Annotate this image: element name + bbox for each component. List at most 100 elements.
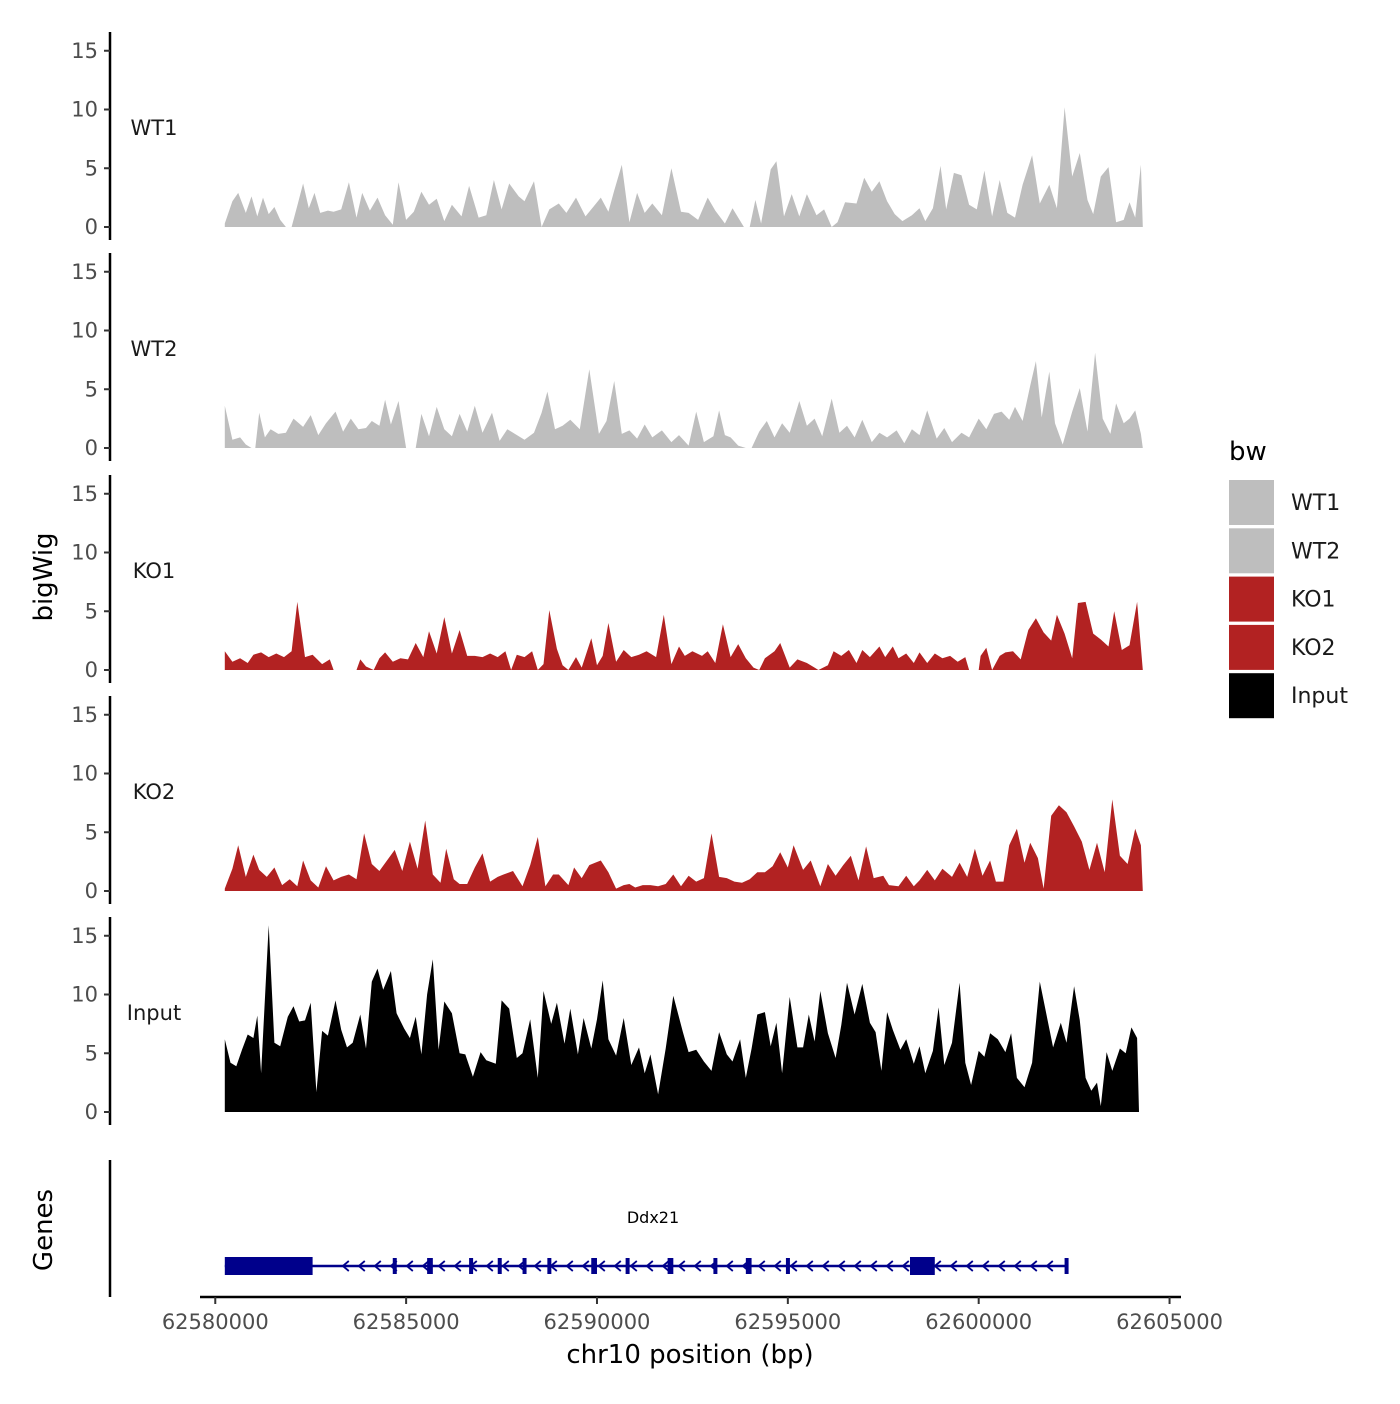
y-tick-label: 10 xyxy=(71,983,98,1007)
y-tick-label: 10 xyxy=(71,762,98,786)
y-tick-label: 0 xyxy=(85,1100,98,1124)
legend-swatch xyxy=(1229,624,1274,670)
gene-exon xyxy=(1064,1258,1069,1274)
y-tick-label: 15 xyxy=(71,260,98,284)
strand-arrow xyxy=(597,1260,606,1272)
track-label: KO1 xyxy=(133,559,176,583)
gene-exon xyxy=(522,1258,527,1274)
y-tick-label: 0 xyxy=(85,436,98,460)
strand-arrow xyxy=(485,1260,494,1272)
signal-area-wt2 xyxy=(224,352,1143,448)
track-ko1: 0 5 10 15 KO1 xyxy=(71,475,1143,683)
signal-area-ko1 xyxy=(224,601,1143,670)
strand-arrow xyxy=(1013,1260,1022,1272)
gene-exon xyxy=(745,1258,752,1274)
x-axis-title: chr10 position (bp) xyxy=(566,1340,813,1370)
y-tick-label: 5 xyxy=(85,377,98,401)
signal-area-ko2 xyxy=(224,799,1143,891)
track-label: WT2 xyxy=(131,337,178,361)
gene-exon xyxy=(547,1258,552,1274)
strand-arrow xyxy=(581,1260,590,1272)
y-tick-label: 5 xyxy=(85,156,98,180)
y-tick-label: 15 xyxy=(71,482,98,506)
strand-arrow xyxy=(757,1260,766,1272)
y-tick-label: 10 xyxy=(71,319,98,343)
strand-arrow xyxy=(661,1260,670,1272)
legend-label: KO1 xyxy=(1291,588,1336,613)
gene-exon xyxy=(785,1258,790,1274)
gene-track: Ddx21 xyxy=(108,1160,1069,1297)
legend-label: KO2 xyxy=(1291,636,1336,661)
gene-exon xyxy=(427,1258,433,1274)
y-tick-label: 10 xyxy=(71,541,98,565)
strand-arrow xyxy=(421,1260,430,1272)
gene-label: Ddx21 xyxy=(627,1208,679,1227)
y-tick-label: 0 xyxy=(85,879,98,903)
strand-arrow xyxy=(565,1260,574,1272)
y-tick-label: 5 xyxy=(85,1041,98,1065)
legend-item-input: Input xyxy=(1229,673,1348,719)
strand-arrow xyxy=(725,1260,734,1272)
y-axis-title: bigWig xyxy=(29,532,59,621)
strand-arrow xyxy=(805,1260,814,1272)
legend-swatch xyxy=(1229,673,1274,719)
strand-arrow xyxy=(949,1260,958,1272)
legend: bw WT1 WT2 KO1 KO2 Input xyxy=(1229,437,1348,719)
strand-arrow xyxy=(645,1260,654,1272)
x-tick-label: 62595000 xyxy=(734,1310,841,1334)
gene-exon xyxy=(625,1258,630,1274)
y-tick-label: 5 xyxy=(85,599,98,623)
track-input: 0 5 10 15 Input xyxy=(71,917,1140,1125)
legend-swatch xyxy=(1229,528,1274,574)
legend-item-wt1: WT1 xyxy=(1229,480,1340,525)
y-tick-label: 0 xyxy=(85,215,98,239)
legend-item-wt2: WT2 xyxy=(1229,528,1340,574)
y-tick-label: 15 xyxy=(71,39,98,63)
x-tick-label: 62590000 xyxy=(544,1310,651,1334)
strand-arrow xyxy=(405,1260,414,1272)
track-wt2: 0 5 10 15 WT2 xyxy=(71,253,1143,461)
gene-exon xyxy=(469,1258,474,1274)
legend-label: WT1 xyxy=(1291,491,1340,516)
gene-exon xyxy=(909,1257,935,1275)
strand-arrow xyxy=(885,1260,894,1272)
x-tick-label: 62600000 xyxy=(925,1310,1032,1334)
track-ko2: 0 5 10 15 KO2 xyxy=(71,696,1143,904)
track-wt1: 0 5 10 15 WT1 xyxy=(71,32,1143,240)
x-tick-label: 62605000 xyxy=(1116,1310,1223,1334)
track-label: WT1 xyxy=(131,116,178,140)
signal-tracks: 0 5 10 15 WT1 0 5 10 15 WT2 0 5 10 15 KO1 0 5 10 15 KO2 0 5 10… xyxy=(71,32,1143,1125)
strand-arrow xyxy=(965,1260,974,1272)
strand-arrow xyxy=(853,1260,862,1272)
strand-arrow xyxy=(821,1260,830,1272)
strand-arrow xyxy=(933,1260,942,1272)
gene-exon xyxy=(392,1258,397,1274)
gene-exon xyxy=(713,1258,718,1274)
strand-arrow xyxy=(981,1260,990,1272)
legend-swatch xyxy=(1229,576,1274,622)
signal-area-input xyxy=(224,925,1140,1112)
gene-exon xyxy=(667,1258,674,1274)
strand-arrow xyxy=(869,1260,878,1272)
strand-arrow xyxy=(501,1260,510,1272)
strand-arrow xyxy=(533,1260,542,1272)
y-tick-label: 5 xyxy=(85,820,98,844)
legend-swatch xyxy=(1229,480,1274,525)
gene-exon xyxy=(224,1257,313,1275)
y-tick-label: 15 xyxy=(71,703,98,727)
signal-area-wt1 xyxy=(224,107,1143,227)
strand-arrow xyxy=(437,1260,446,1272)
gene-exon xyxy=(497,1258,502,1274)
legend-label: WT2 xyxy=(1291,539,1340,564)
strand-arrow xyxy=(837,1260,846,1272)
track-label: KO2 xyxy=(133,780,176,804)
strand-arrow xyxy=(789,1260,798,1272)
strand-arrow xyxy=(1045,1260,1054,1272)
strand-arrow xyxy=(997,1260,1006,1272)
strand-arrow xyxy=(1029,1260,1038,1272)
gene-exon xyxy=(591,1258,597,1274)
x-tick-label: 62585000 xyxy=(353,1310,460,1334)
strand-arrow xyxy=(357,1260,366,1272)
